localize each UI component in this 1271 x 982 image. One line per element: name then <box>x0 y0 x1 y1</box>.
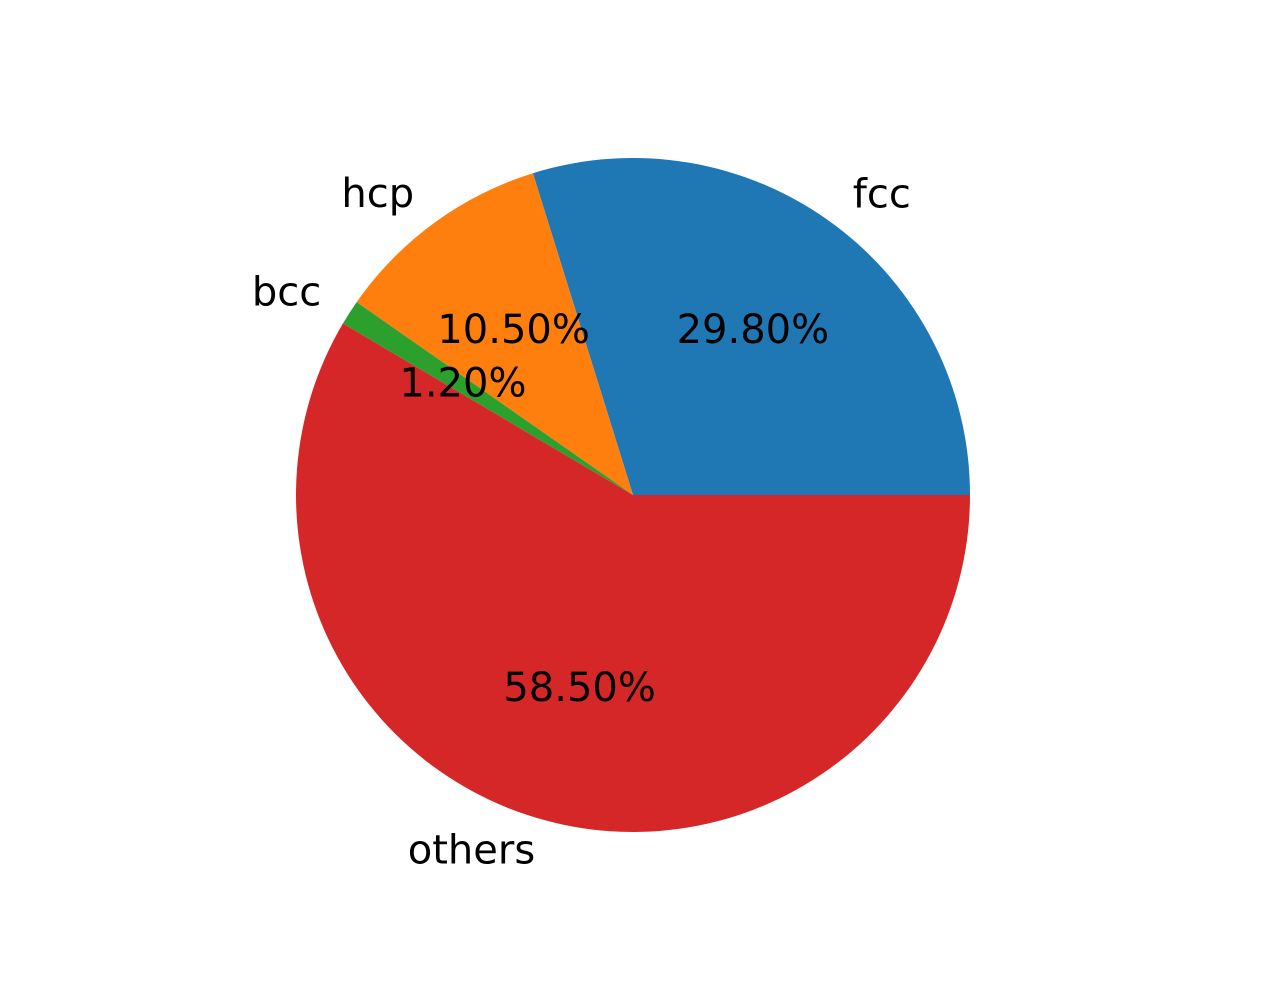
pie-slice-hcp <box>356 173 633 495</box>
slice-percent-fcc: 29.80% <box>677 307 830 353</box>
pie-slice-others <box>296 323 970 832</box>
pie-slice-fcc <box>532 158 970 496</box>
slice-label-fcc: fcc <box>853 171 911 217</box>
pie-slice-bcc <box>342 302 633 495</box>
pie-labels: fcc 29.80% hcp 10.50% bcc 1.20% others 58.50% <box>252 171 911 874</box>
slice-percent-others: 58.50% <box>503 665 656 711</box>
slice-label-others: others <box>408 828 535 874</box>
slice-percent-hcp: 10.50% <box>437 307 590 353</box>
slice-label-bcc: bcc <box>252 269 321 315</box>
slice-percent-bcc: 1.20% <box>399 361 526 407</box>
slice-label-hcp: hcp <box>341 171 414 217</box>
pie-slices <box>296 158 970 832</box>
